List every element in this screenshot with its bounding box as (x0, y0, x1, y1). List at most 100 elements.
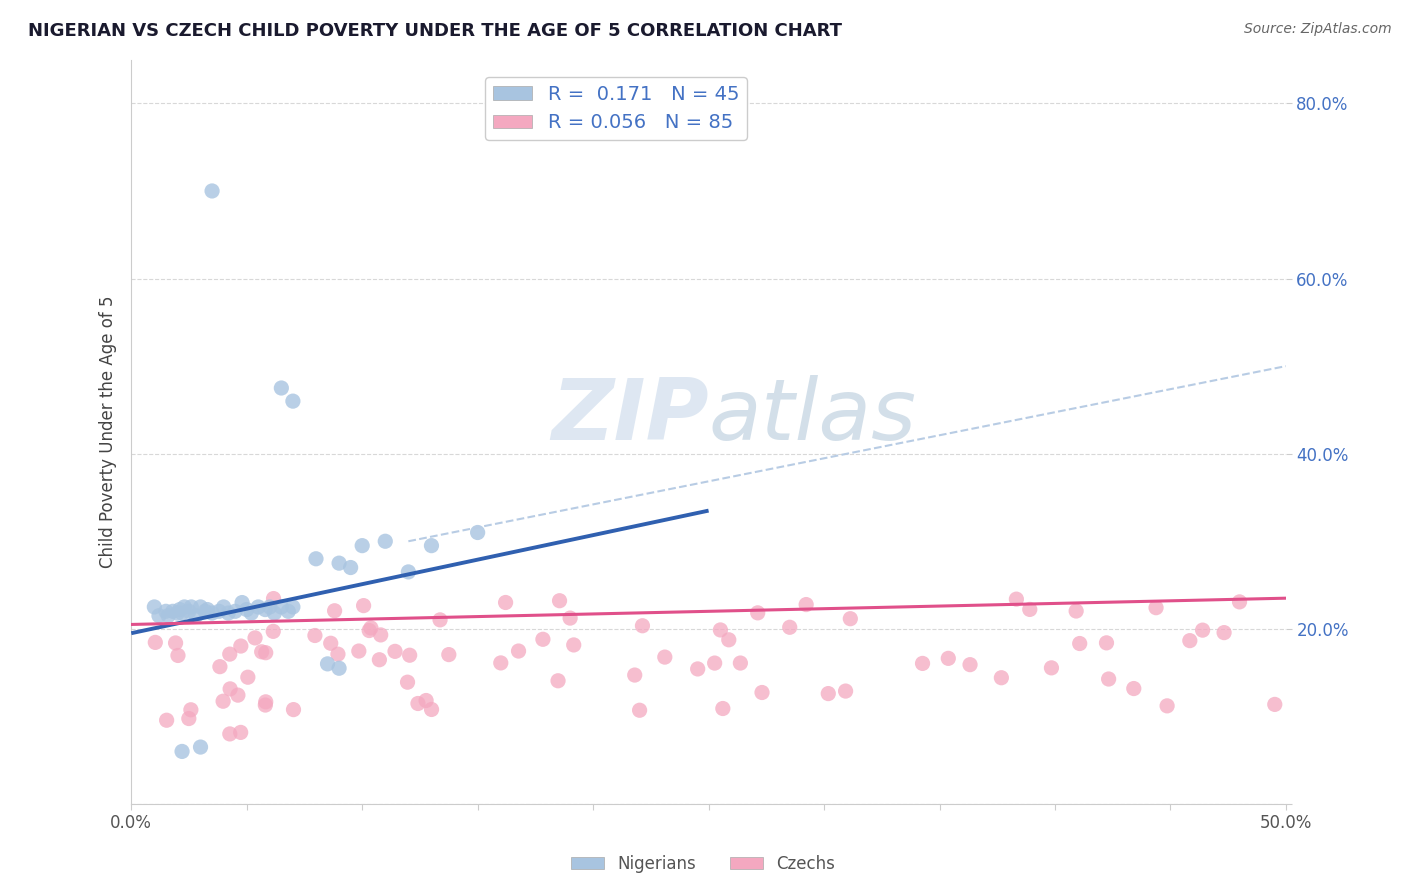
Point (270, 599, 292, 614)
Point (352, 539, 374, 553)
Point (219, 681, 242, 696)
Point (703, 656, 725, 670)
Point (794, 598, 817, 612)
Point (686, 662, 709, 676)
Point (165, 636, 187, 650)
Point (184, 608, 207, 623)
Point (359, 624, 381, 638)
Point (547, 673, 569, 688)
Point (1264, 698, 1286, 712)
Point (217, 606, 239, 620)
Point (396, 675, 419, 690)
Point (1069, 636, 1091, 650)
Point (1095, 636, 1118, 650)
Point (398, 648, 420, 663)
Text: atlas: atlas (709, 376, 917, 458)
Point (531, 632, 554, 647)
Point (180, 599, 202, 614)
Point (1064, 604, 1087, 618)
Point (717, 632, 740, 647)
Point (654, 650, 676, 665)
Point (170, 606, 193, 620)
Point (396, 565, 419, 579)
Point (959, 657, 981, 672)
Point (194, 604, 217, 618)
Point (224, 604, 246, 618)
Point (328, 556, 350, 570)
Point (197, 602, 219, 616)
Point (173, 599, 195, 614)
Point (319, 636, 342, 650)
Point (1178, 633, 1201, 648)
Point (247, 599, 270, 614)
Point (353, 599, 375, 613)
Point (936, 651, 959, 665)
Y-axis label: Child Poverty Under the Age of 5: Child Poverty Under the Age of 5 (100, 295, 117, 568)
Point (368, 653, 391, 667)
Point (254, 695, 277, 709)
Point (911, 657, 934, 671)
Point (229, 639, 252, 653)
Point (190, 599, 212, 614)
Point (326, 647, 349, 661)
Point (420, 539, 443, 553)
Point (277, 604, 299, 618)
Point (201, 184, 224, 198)
Point (1018, 602, 1040, 616)
Point (262, 624, 284, 639)
Point (709, 623, 731, 637)
Point (384, 644, 406, 658)
Point (437, 648, 460, 662)
Point (229, 725, 252, 739)
Text: ZIP: ZIP (551, 376, 709, 458)
Point (240, 606, 263, 620)
Point (420, 702, 443, 716)
Point (370, 628, 392, 642)
Point (162, 604, 184, 618)
Point (156, 713, 179, 727)
Point (305, 551, 328, 566)
Point (817, 687, 839, 701)
Point (467, 525, 489, 540)
Point (990, 671, 1012, 685)
Point (263, 606, 285, 620)
Point (143, 635, 166, 649)
Point (1005, 592, 1028, 607)
Point (730, 656, 752, 670)
Point (304, 628, 326, 642)
Point (169, 602, 191, 616)
Point (429, 613, 451, 627)
Point (190, 740, 212, 755)
Point (270, 381, 292, 395)
Point (1098, 672, 1121, 686)
Point (254, 646, 277, 660)
Point (406, 697, 429, 711)
Point (631, 619, 654, 633)
Point (148, 608, 170, 623)
Point (374, 534, 396, 549)
Point (1213, 625, 1236, 640)
Point (243, 631, 266, 645)
Point (316, 657, 339, 671)
Point (347, 644, 370, 658)
Point (283, 703, 305, 717)
Point (495, 595, 517, 609)
Point (208, 659, 231, 673)
Point (218, 647, 240, 661)
Point (218, 727, 240, 741)
Text: NIGERIAN VS CZECH CHILD POVERTY UNDER THE AGE OF 5 CORRELATION CHART: NIGERIAN VS CZECH CHILD POVERTY UNDER TH… (28, 22, 842, 40)
Point (226, 688, 249, 702)
Point (747, 606, 769, 620)
Point (231, 596, 253, 610)
Point (157, 608, 180, 623)
Point (180, 703, 202, 717)
Point (711, 701, 734, 715)
Point (281, 599, 304, 614)
Point (623, 668, 645, 682)
Point (415, 693, 437, 707)
Point (548, 593, 571, 607)
Point (339, 560, 361, 574)
Point (254, 602, 277, 616)
Legend: Nigerians, Czechs: Nigerians, Czechs (564, 848, 842, 880)
Point (323, 604, 346, 618)
